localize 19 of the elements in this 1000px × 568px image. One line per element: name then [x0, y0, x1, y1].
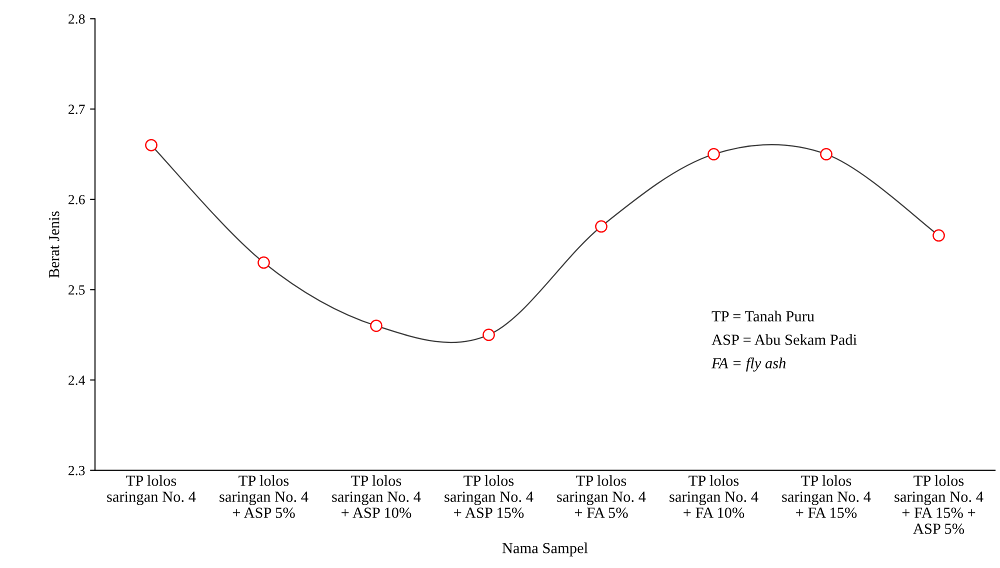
x-tick-label: TP lolos saringan No. 4 + FA 10%: [670, 475, 758, 518]
annotation: TP = Tanah Puru: [712, 310, 814, 322]
y-tick-label: 2.4: [68, 376, 86, 386]
x-tick-label: TP lolos saringan No. 4: [107, 475, 196, 506]
y-tick-label: 2.5: [68, 285, 85, 295]
x-tick-label: TP lolos saringan No. 4 + ASP 15%: [444, 475, 534, 518]
x-tick-label: TP lolos saringan No. 4 + FA 5%: [557, 475, 646, 518]
y-axis-title: Berat Jenis: [48, 211, 60, 278]
x-tick-label: TP lolos saringan No. 4 + ASP 5%: [220, 475, 308, 518]
y-tick-label: 2.8: [68, 14, 85, 24]
x-tick-label: TP lolos saringan No. 4 + ASP 10%: [332, 475, 421, 518]
y-tick-label: 2.7: [68, 104, 85, 114]
x-axis-title: Nama Sampel: [502, 542, 588, 556]
y-tick-label: 2.6: [68, 194, 85, 204]
annotation: ASP = Abu Sekam Padi: [712, 334, 857, 345]
x-tick-label: TP lolos saringan No. 4 + FA 15% + ASP 5%: [894, 475, 984, 534]
annotation: FA = fly ash: [711, 357, 786, 372]
y-tick-label: 2.3: [68, 466, 85, 476]
x-tick-label: TP lolos saringan No. 4 + FA 15%: [782, 475, 871, 518]
